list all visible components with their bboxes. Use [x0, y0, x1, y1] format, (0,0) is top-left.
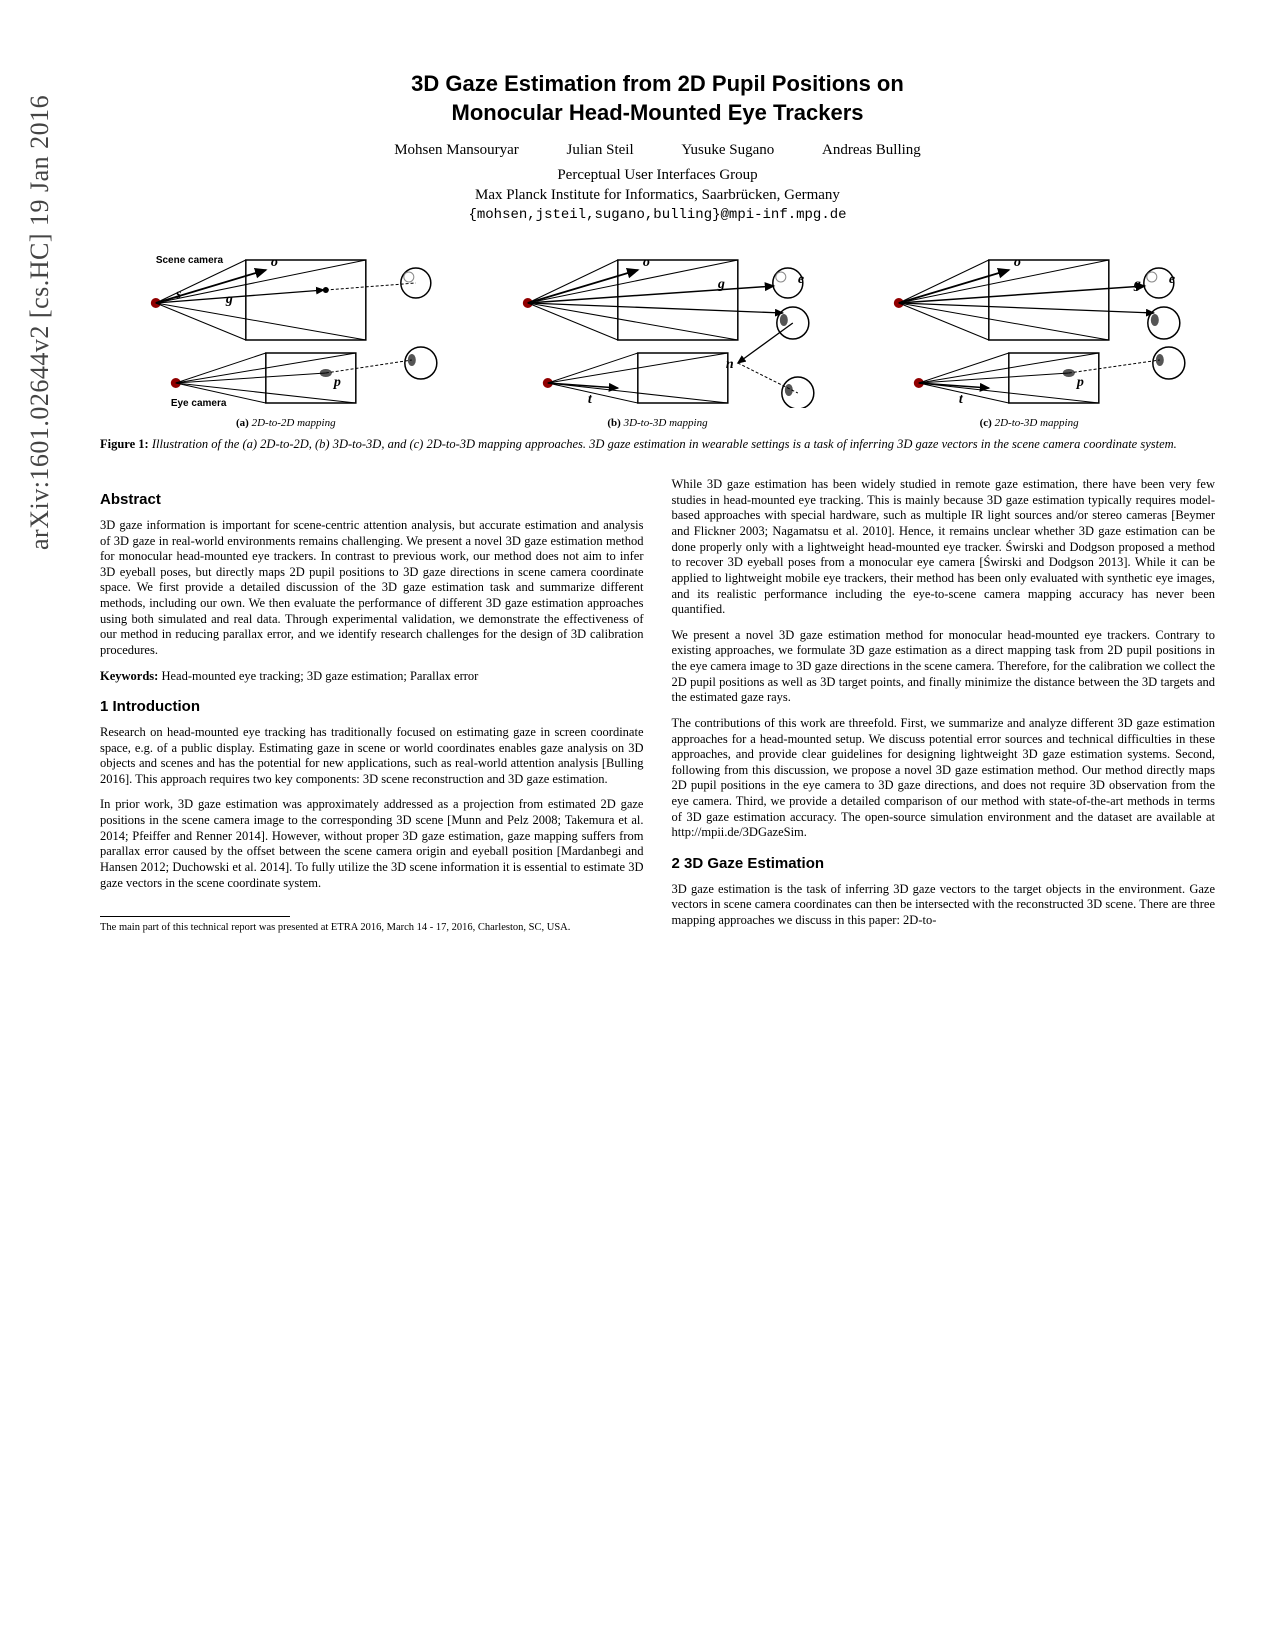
label-t-c: t	[959, 392, 964, 407]
arxiv-id: arXiv:1601.02644v2 [cs.HC] 19 Jan 2016	[25, 95, 55, 550]
figure-caption-text: Illustration of the (a) 2D-to-2D, (b) 3D…	[152, 437, 1177, 451]
label-g-b: g	[716, 277, 724, 292]
label-p-c: p	[1076, 375, 1084, 390]
figure-row: Scene camera o s g Eye camera p	[100, 248, 1215, 429]
institute-name: Max Planck Institute for Informatics, Sa…	[100, 187, 1215, 204]
intro-header: 1 Introduction	[100, 698, 644, 717]
label-s: s	[175, 287, 182, 302]
figure-caption: Figure 1: Illustration of the (a) 2D-to-…	[100, 437, 1215, 452]
right-column: While 3D gaze estimation has been widely…	[672, 477, 1216, 938]
label-g: g	[225, 292, 233, 307]
author-3: Yusuke Sugano	[681, 142, 774, 159]
right-p3: The contributions of this work are three…	[672, 716, 1216, 841]
keywords-label: Keywords:	[100, 669, 158, 683]
label-g-c: g	[1133, 277, 1141, 292]
title-line-2: Monocular Head-Mounted Eye Trackers	[452, 100, 864, 125]
group-name: Perceptual User Interfaces Group	[100, 167, 1215, 184]
subfigure-c: o g e t p (c) 2D-to-3D mapp	[856, 248, 1202, 429]
author-4: Andreas Bulling	[822, 142, 921, 159]
subcaption-b-text: 3D-to-3D mapping	[621, 417, 708, 429]
label-e-c: e	[1169, 272, 1175, 287]
abstract-text: 3D gaze information is important for sce…	[100, 518, 644, 659]
right-p1: While 3D gaze estimation has been widely…	[672, 477, 1216, 618]
label-scene-camera: Scene camera	[156, 255, 224, 266]
authors-line: Mohsen Mansouryar Julian Steil Yusuke Su…	[100, 142, 1215, 159]
two-column-body: Abstract 3D gaze information is importan…	[100, 477, 1215, 938]
subcaption-c-label: (c)	[980, 417, 992, 429]
right-p2: We present a novel 3D gaze estimation me…	[672, 628, 1216, 706]
diagram-a: Scene camera o s g Eye camera p	[113, 248, 459, 408]
subcaption-c-text: 2D-to-3D mapping	[992, 417, 1079, 429]
subcaption-b-label: (b)	[607, 417, 620, 429]
label-n-b: n	[725, 357, 733, 372]
subfigure-a: Scene camera o s g Eye camera p	[113, 248, 459, 429]
subfigure-b: o g e n t	[485, 248, 831, 429]
label-o: o	[271, 255, 278, 270]
subcaption-a-text: 2D-to-2D mapping	[249, 417, 336, 429]
label-eye-camera: Eye camera	[171, 398, 227, 408]
intro-p2: In prior work, 3D gaze estimation was ap…	[100, 797, 644, 891]
label-t-b: t	[587, 392, 592, 407]
sec2-header: 2 3D Gaze Estimation	[672, 855, 1216, 874]
label-p: p	[333, 375, 341, 390]
email-line: {mohsen,jsteil,sugano,bulling}@mpi-inf.m…	[100, 207, 1215, 223]
diagram-c: o g e t p	[856, 248, 1202, 408]
keywords-text: Head-mounted eye tracking; 3D gaze estim…	[158, 669, 478, 683]
label-o-b: o	[642, 255, 649, 270]
paper-title: 3D Gaze Estimation from 2D Pupil Positio…	[100, 70, 1215, 127]
author-1: Mohsen Mansouryar	[394, 142, 519, 159]
keywords-line: Keywords: Head-mounted eye tracking; 3D …	[100, 669, 644, 685]
label-e-b: e	[797, 272, 803, 287]
diagram-b: o g e n t	[485, 248, 831, 408]
abstract-header: Abstract	[100, 491, 644, 510]
footnote-text: The main part of this technical report w…	[100, 922, 644, 935]
footnote-rule	[100, 916, 290, 917]
title-line-1: 3D Gaze Estimation from 2D Pupil Positio…	[411, 71, 904, 96]
intro-p1: Research on head-mounted eye tracking ha…	[100, 725, 644, 788]
subcaption-a-label: (a)	[236, 417, 249, 429]
author-2: Julian Steil	[567, 142, 634, 159]
sec2-p: 3D gaze estimation is the task of inferr…	[672, 882, 1216, 929]
left-column: Abstract 3D gaze information is importan…	[100, 477, 644, 938]
label-o-c: o	[1014, 255, 1021, 270]
figure-caption-label: Figure 1:	[100, 437, 152, 451]
